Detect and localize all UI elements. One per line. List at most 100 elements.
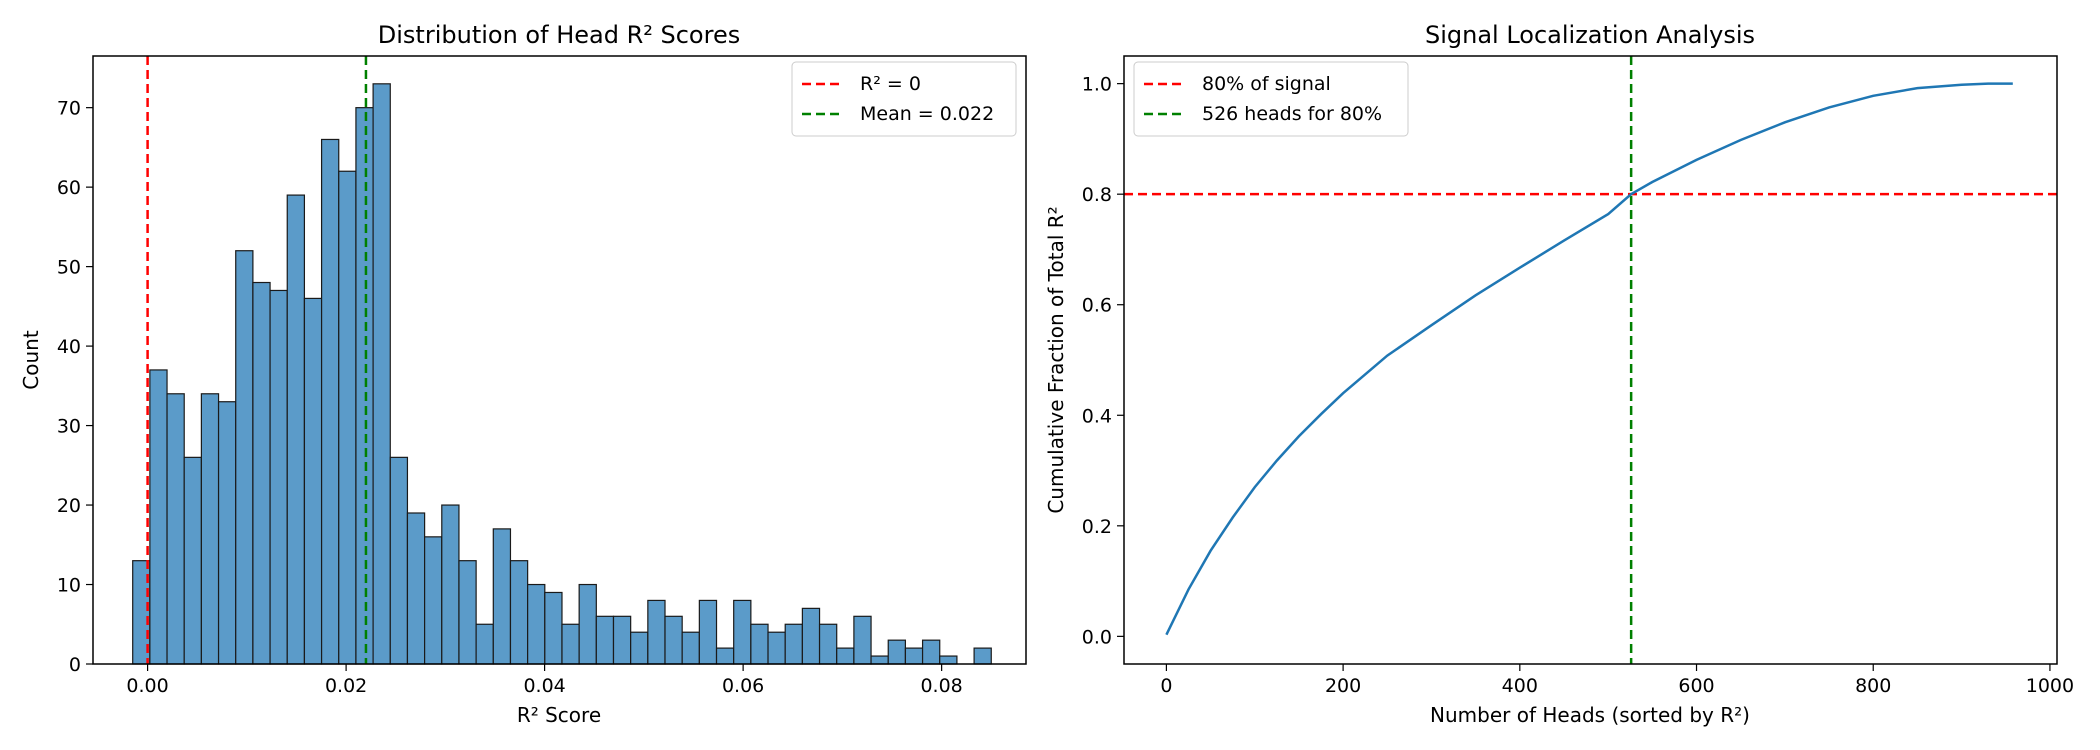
cumulative-legend: 80% of signal 526 heads for 80% (1133, 61, 1409, 137)
histogram-bar (424, 536, 443, 665)
histogram-y-label: Count (19, 330, 43, 390)
histogram-bar (973, 647, 992, 665)
x-tick-label: 400 (1502, 675, 1538, 697)
cumulative-x-ticks: 0 200 400 600 800 1000 (1160, 664, 2074, 697)
legend-label-80pct: 80% of signal (1202, 73, 1331, 95)
x-tick-label: 0 (1160, 675, 1172, 697)
histogram-bar (578, 583, 597, 665)
histogram-bar (183, 456, 202, 665)
x-tick-label: 0.06 (722, 675, 764, 697)
histogram-bar (269, 289, 288, 665)
histogram-legend: R² = 0 Mean = 0.022 (791, 61, 1017, 137)
histogram-bar (441, 504, 460, 665)
histogram-bar (561, 623, 580, 665)
histogram-bar (698, 599, 718, 665)
histogram-bar (303, 297, 323, 665)
histogram-bar (509, 560, 529, 665)
y-tick-label: 60 (57, 177, 81, 199)
y-tick-label: 20 (57, 495, 81, 517)
cumulative-panel: Signal Localization Analysis 0 200 400 600 8… (1044, 21, 2074, 727)
histogram-bar (836, 647, 855, 665)
histogram-bar (320, 138, 340, 665)
histogram-bar (544, 591, 563, 665)
histogram-y-ticks: 0 10 20 30 40 50 60 70 (57, 98, 93, 676)
histogram-bar (818, 623, 838, 665)
histogram-bar (217, 401, 237, 665)
histogram-panel: Distribution of Head R² Scores 0.00 0.02 0… (19, 21, 1027, 727)
legend-label-r2-zero: R² = 0 (860, 73, 921, 95)
histogram-bar (939, 655, 958, 665)
histogram-bar (733, 599, 752, 665)
histogram-bar (166, 393, 185, 665)
x-tick-label: 200 (1325, 675, 1361, 697)
y-tick-label: 0.6 (1082, 295, 1112, 317)
histogram-bar (372, 83, 391, 665)
histogram-bar (595, 615, 615, 665)
histogram-bar (921, 639, 941, 665)
cumulative-y-ticks: 0.0 0.2 0.4 0.6 0.8 1.0 (1082, 74, 1124, 648)
legend-label-526-heads: 526 heads for 80% (1202, 103, 1382, 125)
histogram-bar (715, 647, 735, 665)
y-tick-label: 50 (57, 257, 81, 279)
y-tick-label: 0.8 (1082, 184, 1112, 206)
histogram-bar (338, 170, 357, 665)
cumulative-y-label: Cumulative Fraction of Total R² (1044, 206, 1068, 513)
y-tick-label: 0.4 (1082, 405, 1112, 427)
x-tick-label: 0.08 (920, 675, 962, 697)
histogram-reference-lines (146, 56, 368, 664)
x-tick-label: 800 (1855, 675, 1891, 697)
histogram-bar (475, 623, 494, 665)
x-tick-label: 600 (1678, 675, 1714, 697)
legend-label-mean: Mean = 0.022 (860, 103, 994, 125)
cumulative-axes-frame (1123, 55, 2058, 665)
x-tick-label: 0.04 (523, 675, 565, 697)
x-tick-label: 0.00 (126, 675, 168, 697)
histogram-axes-frame (92, 55, 1027, 665)
y-tick-label: 1.0 (1082, 74, 1112, 96)
y-tick-label: 10 (57, 575, 81, 597)
histogram-bar (630, 631, 649, 665)
y-tick-label: 0.0 (1082, 626, 1112, 648)
histogram-bar (801, 607, 821, 665)
cumulative-reference-lines (1124, 56, 2057, 664)
histogram-bars (132, 83, 992, 665)
histogram-bar (527, 583, 546, 665)
histogram-bar (681, 631, 700, 665)
cumulative-legend-box (1133, 61, 1409, 137)
histogram-bar (887, 639, 907, 665)
histogram-bar (389, 456, 409, 665)
y-tick-label: 0 (69, 654, 81, 676)
histogram-x-ticks: 0.00 0.02 0.04 0.06 0.08 (126, 664, 963, 697)
histogram-bar (904, 647, 924, 665)
histogram-bar (252, 281, 271, 665)
y-tick-label: 0.2 (1082, 516, 1112, 538)
y-tick-label: 40 (57, 336, 81, 358)
cumulative-line (1165, 82, 2013, 636)
histogram-bar (355, 107, 374, 665)
histogram-bar (767, 631, 786, 665)
cumulative-title: Signal Localization Analysis (1425, 21, 1755, 49)
histogram-bar (149, 369, 168, 665)
histogram-legend-box (791, 61, 1017, 137)
histogram-bar (870, 655, 889, 665)
histogram-bar (406, 512, 426, 665)
y-tick-label: 30 (57, 416, 81, 438)
x-tick-label: 0.02 (325, 675, 367, 697)
histogram-bar (492, 528, 512, 665)
cumulative-x-label: Number of Heads (sorted by R²) (1430, 703, 1750, 727)
histogram-bar (200, 393, 220, 665)
histogram-bar (612, 615, 632, 665)
histogram-bar (664, 615, 683, 665)
histogram-x-label: R² Score (517, 703, 601, 727)
y-tick-label: 70 (57, 98, 81, 120)
histogram-bar (853, 615, 872, 665)
histogram-bar (286, 194, 306, 665)
histogram-bar (784, 623, 803, 665)
histogram-bar (647, 599, 666, 665)
x-tick-label: 1000 (2026, 675, 2074, 697)
histogram-bar (458, 560, 477, 665)
histogram-title: Distribution of Head R² Scores (378, 21, 740, 49)
histogram-bar (235, 250, 254, 665)
histogram-bar (750, 623, 769, 665)
